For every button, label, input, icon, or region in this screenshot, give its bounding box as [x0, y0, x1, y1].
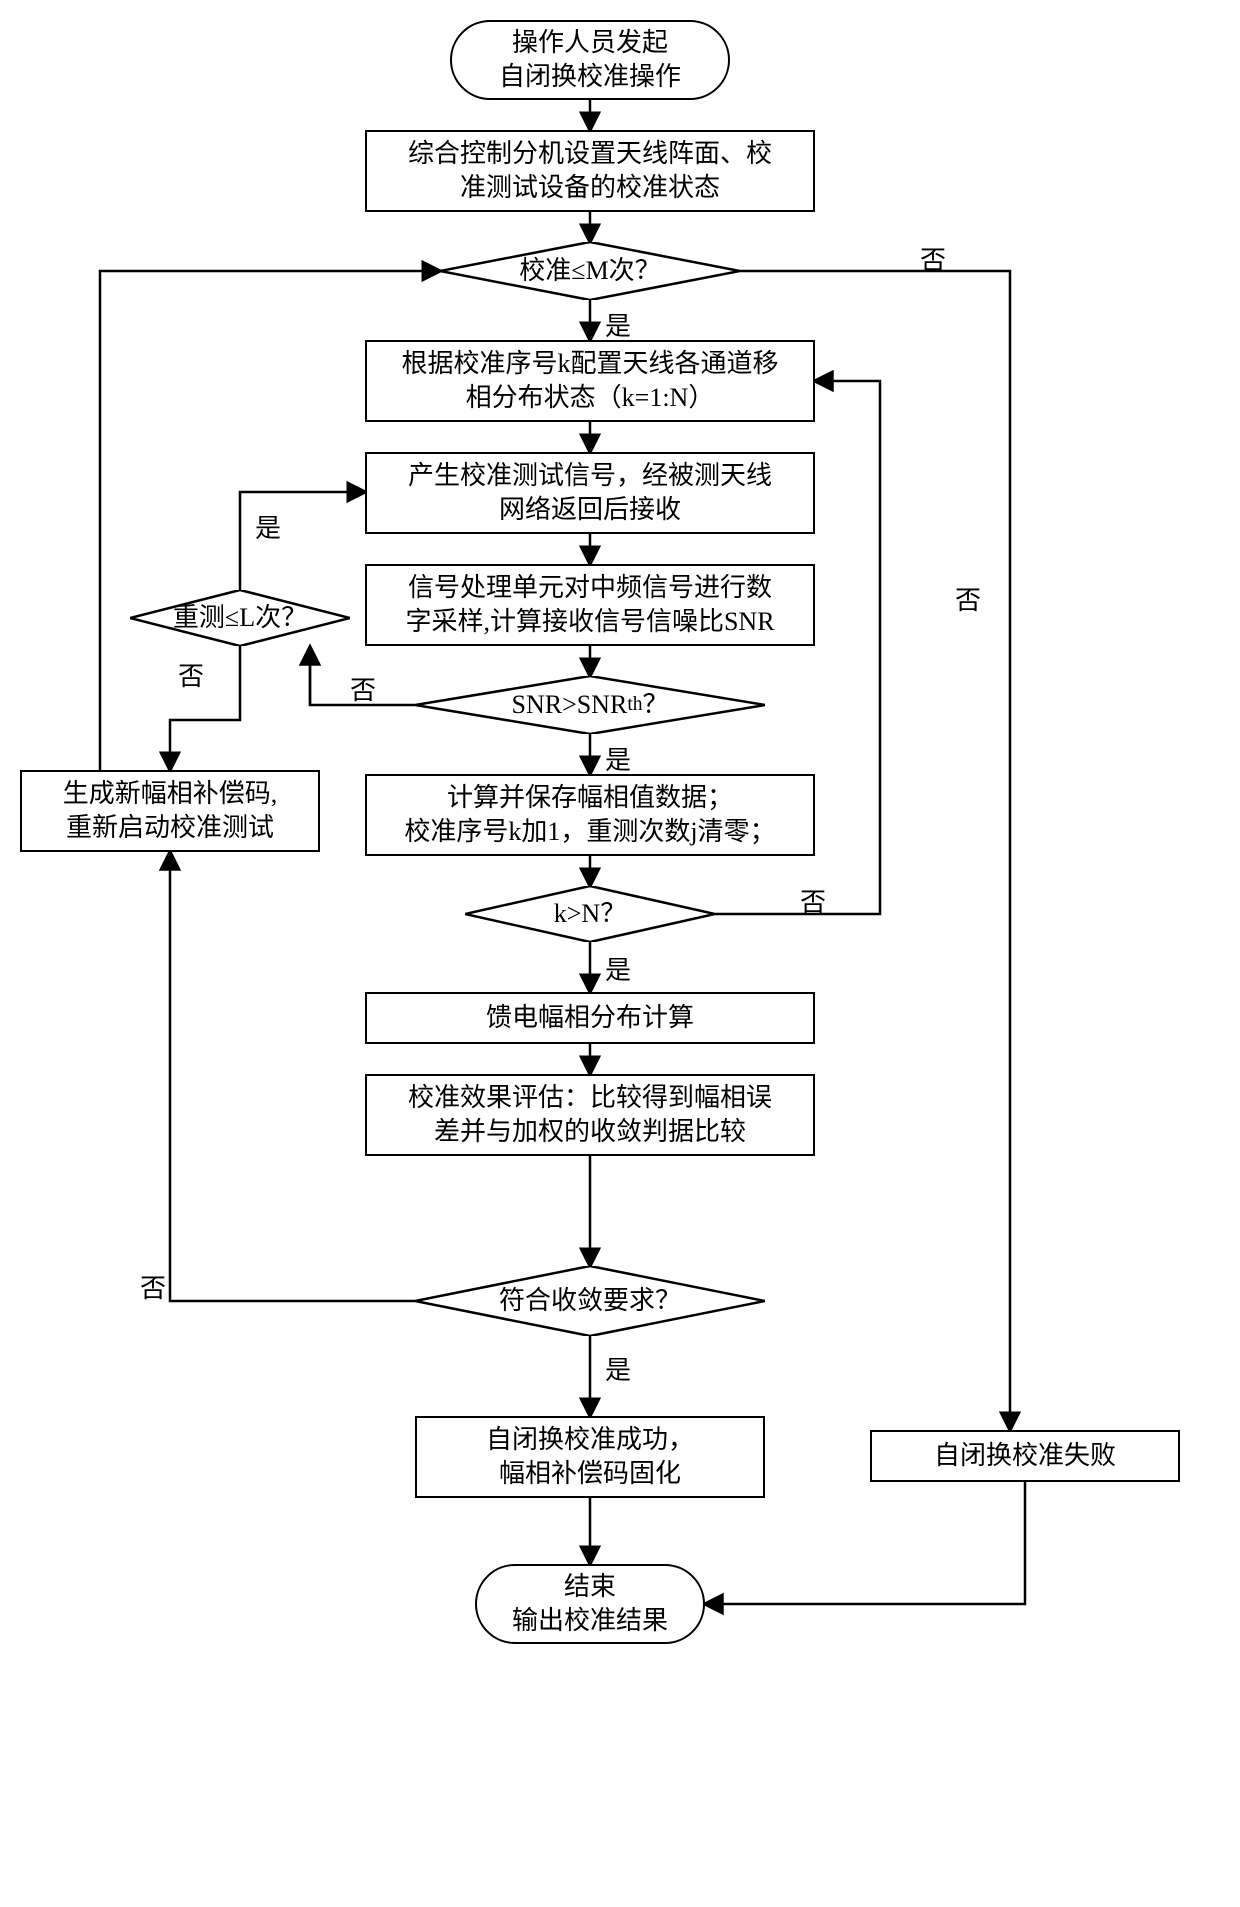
text: 准测试设备的校准状态: [408, 171, 772, 205]
text: 计算并保存幅相值数据；: [404, 781, 775, 815]
label-d1-yes: 是: [605, 306, 631, 343]
text: 差并与加权的收敛判据比较: [408, 1115, 772, 1149]
node-start: 操作人员发起 自闭换校准操作: [450, 20, 730, 100]
node-p1: 综合控制分机设置天线阵面、校 准测试设备的校准状态: [365, 130, 815, 212]
text: 重新启动校准测试: [63, 811, 278, 845]
label-d5-no: 否: [140, 1268, 166, 1305]
node-p6: 馈电幅相分布计算: [365, 992, 815, 1044]
text: 操作人员发起: [499, 26, 681, 60]
label-d4-no: 否: [800, 882, 826, 919]
text: 馈电幅相分布计算: [486, 1001, 694, 1035]
text: 综合控制分机设置天线阵面、校: [408, 137, 772, 171]
label-d2-no: 否: [178, 656, 204, 693]
label-d1-no: 否: [920, 240, 946, 277]
text: 自闭换校准操作: [499, 60, 681, 94]
node-p7: 校准效果评估：比较得到幅相误 差并与加权的收敛判据比较: [365, 1074, 815, 1156]
node-p5: 计算并保存幅相值数据； 校准序号k加1，重测次数j清零；: [365, 774, 815, 856]
text: 幅相补偿码固化: [486, 1457, 694, 1491]
node-d1: 校准≤M次？: [440, 242, 740, 300]
text: 重测≤L次？: [130, 590, 350, 646]
text: k>N？: [465, 886, 715, 942]
label-d3-no: 否: [350, 670, 376, 707]
flowchart-canvas: 操作人员发起 自闭换校准操作 综合控制分机设置天线阵面、校 准测试设备的校准状态…: [20, 20, 1220, 1887]
node-d3: SNR>SNRth？: [415, 676, 765, 734]
text: 校准效果评估：比较得到幅相误: [408, 1081, 772, 1115]
label-d4-yes: 是: [605, 950, 631, 987]
text: 产生校准测试信号，经被测天线: [408, 459, 772, 493]
text: 输出校准结果: [512, 1604, 668, 1638]
node-d4: k>N？: [465, 886, 715, 942]
text: 网络返回后接收: [408, 493, 772, 527]
text: 校准≤M次？: [440, 242, 740, 300]
node-p8: 自闭换校准成功， 幅相补偿码固化: [415, 1416, 765, 1498]
node-d2: 重测≤L次？: [130, 590, 350, 646]
node-p2: 根据校准序号k配置天线各通道移 相分布状态（k=1:N）: [365, 340, 815, 422]
text: 结束: [512, 1570, 668, 1604]
text: 自闭换校准失败: [934, 1439, 1116, 1473]
text: SNR>SNRth？: [415, 676, 765, 734]
label-d2-yes: 是: [255, 508, 281, 545]
node-p9: 自闭换校准失败: [870, 1430, 1180, 1482]
text: 自闭换校准成功，: [486, 1423, 694, 1457]
text: 生成新幅相补偿码,: [63, 777, 278, 811]
node-d5: 符合收敛要求？: [415, 1266, 765, 1336]
text: 符合收敛要求？: [415, 1266, 765, 1336]
text: 相分布状态（k=1:N）: [401, 381, 778, 415]
text: 根据校准序号k配置天线各通道移: [401, 347, 778, 381]
text: 校准序号k加1，重测次数j清零；: [404, 815, 775, 849]
label-d3-yes: 是: [605, 740, 631, 777]
text: 字采样,计算接收信号信噪比SNR: [405, 605, 774, 639]
label-d5-yes: 是: [605, 1350, 631, 1387]
node-p4: 信号处理单元对中频信号进行数 字采样,计算接收信号信噪比SNR: [365, 564, 815, 646]
text: 信号处理单元对中频信号进行数: [405, 571, 774, 605]
node-p-left: 生成新幅相补偿码, 重新启动校准测试: [20, 770, 320, 852]
node-end: 结束 输出校准结果: [475, 1564, 705, 1644]
node-p3: 产生校准测试信号，经被测天线 网络返回后接收: [365, 452, 815, 534]
label-d1-right-no: 否: [955, 580, 981, 617]
